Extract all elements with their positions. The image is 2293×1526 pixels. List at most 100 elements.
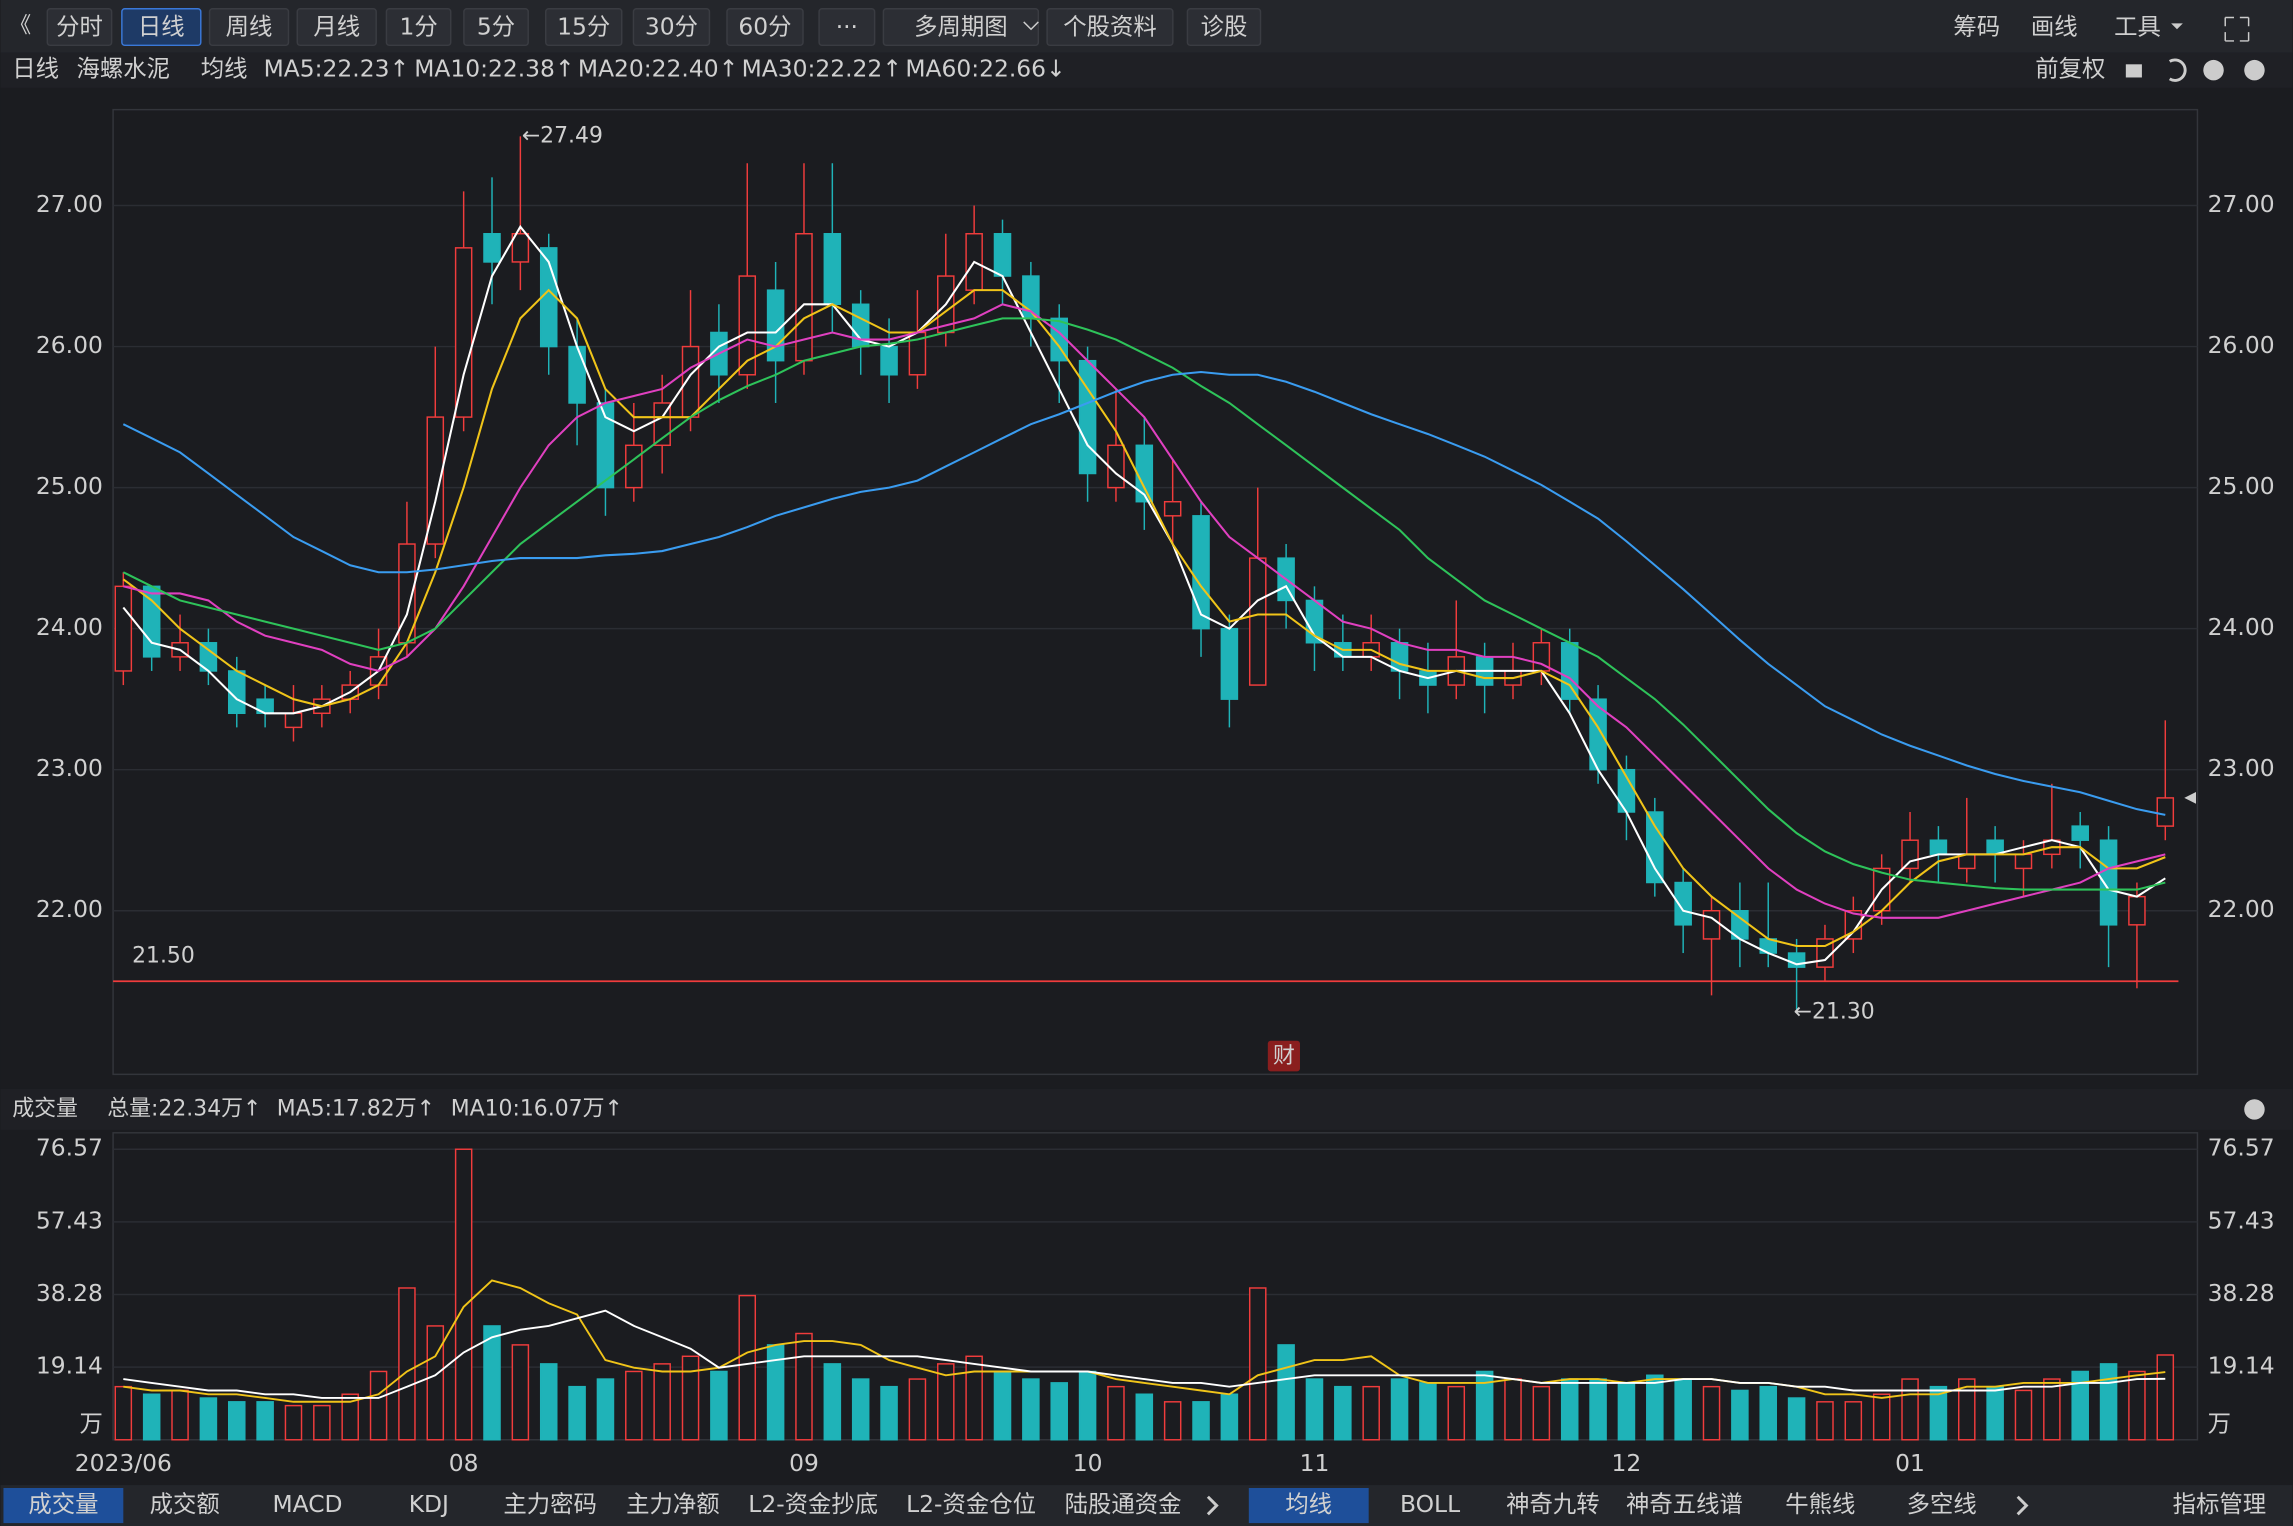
tab-active[interactable] xyxy=(3,1487,124,1524)
candle-body xyxy=(1702,910,1721,940)
ma-title: 均线 xyxy=(201,55,248,83)
volume-bar xyxy=(2043,1378,2061,1441)
volume-bar xyxy=(1646,1374,1664,1441)
volume-bar xyxy=(142,1393,161,1441)
tab-active[interactable] xyxy=(1248,1487,1369,1524)
tab[interactable]: 多空线 xyxy=(1907,1490,1977,1518)
tab[interactable]: 成交量 xyxy=(28,1490,98,1518)
tab[interactable]: 成交额 xyxy=(150,1490,220,1518)
toolbar-label[interactable]: 多周期图 xyxy=(914,12,1008,40)
volume-bar xyxy=(1617,1382,1636,1441)
toolbar-button[interactable] xyxy=(208,8,290,47)
toolbar-button[interactable] xyxy=(1186,8,1262,47)
toolbar-right[interactable]: 画线 xyxy=(2031,12,2078,40)
toolbar-label[interactable]: 分时 xyxy=(56,12,103,40)
toolbar-label[interactable]: ··· xyxy=(836,12,858,40)
badge-bg[interactable] xyxy=(1267,1040,1300,1072)
tab[interactable]: MACD xyxy=(272,1490,342,1518)
volume-bar xyxy=(1334,1385,1352,1441)
tab-arrow[interactable] xyxy=(2016,1495,2029,1516)
candle-body xyxy=(823,233,842,305)
back-button[interactable]: 《 xyxy=(9,13,31,38)
candle-body xyxy=(1390,642,1409,672)
volume-bar xyxy=(1787,1397,1806,1441)
volume-legend: MA10:16.07万↑ xyxy=(451,1096,623,1121)
volume-bar xyxy=(1731,1389,1749,1441)
volume-bar xyxy=(1957,1378,1976,1441)
tab[interactable]: 主力密码 xyxy=(503,1490,597,1518)
toolbar-label[interactable]: 日线 xyxy=(138,12,185,40)
lock-icon[interactable] xyxy=(2125,64,2142,78)
toolbar-label[interactable]: 诊股 xyxy=(1201,12,1248,40)
zoom-out-icon[interactable] xyxy=(2244,59,2265,81)
volume-bar xyxy=(738,1294,757,1441)
volume-bar xyxy=(880,1385,898,1441)
toolbar-button[interactable] xyxy=(726,8,804,47)
y-tick-label: 24.00 xyxy=(36,613,103,641)
volume-legend: 总量:22.34万↑ xyxy=(107,1096,261,1121)
tab[interactable]: 神奇五线谱 xyxy=(1626,1490,1743,1518)
toolbar-label[interactable]: 个股资料 xyxy=(1063,12,1157,40)
high-label: ←27.49 xyxy=(522,123,603,148)
y-tick-label: 23.00 xyxy=(36,754,103,782)
undo-icon[interactable] xyxy=(2168,58,2187,82)
toolbar-label[interactable]: 30分 xyxy=(645,12,698,40)
tab[interactable]: L2-资金抄底 xyxy=(748,1490,878,1518)
toolbar-button[interactable] xyxy=(882,8,1040,47)
tab[interactable]: 指标管理 xyxy=(2173,1490,2267,1518)
toolbar-right[interactable]: 筹码 xyxy=(1953,12,2000,40)
volume-bar xyxy=(965,1355,983,1441)
toolbar-button[interactable] xyxy=(46,8,113,47)
tab[interactable]: 陆股通资金 xyxy=(1065,1490,1182,1518)
volume-bar xyxy=(993,1370,1012,1441)
toolbar-button[interactable] xyxy=(818,8,876,47)
tab-arrow[interactable] xyxy=(1206,1495,1219,1516)
toolbar-label[interactable]: 60分 xyxy=(738,12,791,40)
toolbar-right[interactable]: 工具 xyxy=(2114,12,2161,40)
candle-body xyxy=(454,247,473,418)
toolbar-button[interactable] xyxy=(1046,8,1174,47)
candle-body xyxy=(568,345,586,404)
toolbar-button[interactable] xyxy=(296,8,377,47)
volume-bar xyxy=(341,1393,359,1441)
volume-bar xyxy=(1475,1370,1494,1441)
zoom-in-icon[interactable] xyxy=(2203,59,2224,81)
tab[interactable]: KDJ xyxy=(409,1490,449,1518)
fullscreen-icon[interactable] xyxy=(2224,16,2250,42)
candle-body xyxy=(1560,642,1579,700)
y-tick-label-right: 24.00 xyxy=(2208,613,2275,641)
toolbar-button[interactable] xyxy=(121,8,202,47)
toolbar-label[interactable]: 月线 xyxy=(313,12,360,40)
badge[interactable]: 财 xyxy=(1273,1044,1295,1069)
candle-body xyxy=(880,345,898,376)
toolbar-label[interactable]: 15分 xyxy=(557,12,610,40)
close-icon[interactable] xyxy=(2244,1099,2265,1120)
ma-legend: MA60:22.66↓ xyxy=(905,55,1065,83)
volume-bar xyxy=(908,1378,927,1441)
toolbar-button[interactable] xyxy=(545,8,623,47)
tab[interactable]: BOLL xyxy=(1400,1490,1460,1518)
adjust[interactable]: 前复权 xyxy=(2035,55,2105,83)
toolbar-label[interactable]: 1分 xyxy=(399,12,437,40)
y-tick-label: 26.00 xyxy=(36,331,103,359)
tab[interactable]: 牛熊线 xyxy=(1785,1490,1855,1518)
volume-bar xyxy=(1759,1385,1778,1441)
tab[interactable]: 均线 xyxy=(1285,1490,1332,1518)
volume-bar xyxy=(2099,1363,2118,1441)
tab[interactable]: 神奇九转 xyxy=(1506,1490,1600,1518)
tab[interactable]: 主力净额 xyxy=(626,1490,720,1518)
y-tick-label-right: 19.14 xyxy=(2208,1352,2275,1380)
period: 日线 xyxy=(12,55,59,83)
y-tick-label: 76.57 xyxy=(36,1134,103,1162)
toolbar-button[interactable] xyxy=(632,8,711,47)
toolbar-button[interactable] xyxy=(385,8,452,47)
volume-bar xyxy=(937,1363,955,1441)
tab[interactable]: L2-资金仓位 xyxy=(906,1490,1036,1518)
y-tick-label: 19.14 xyxy=(36,1352,103,1380)
y-tick-label-right: 76.57 xyxy=(2208,1134,2275,1162)
toolbar-label[interactable]: 周线 xyxy=(226,12,273,40)
toolbar-label[interactable]: 5分 xyxy=(477,12,515,40)
support-label: 21.50 xyxy=(132,943,195,968)
volume-bar xyxy=(1248,1287,1267,1441)
toolbar-button[interactable] xyxy=(463,8,529,47)
